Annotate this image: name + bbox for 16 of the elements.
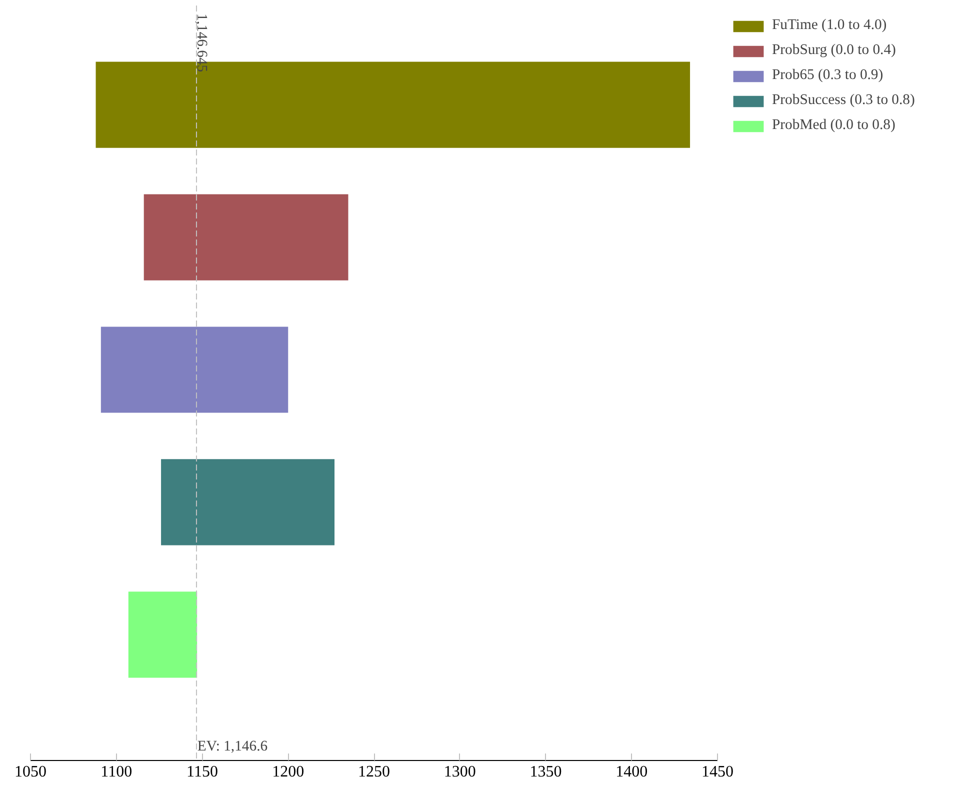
legend-label: ProbMed (0.0 to 0.8) [772, 117, 896, 134]
x-tick-label: 1400 [616, 764, 648, 780]
x-tick-label: 1100 [100, 764, 132, 780]
legend-label: Prob65 (0.3 to 0.9) [772, 67, 884, 84]
legend-label: FuTime (1.0 to 4.0) [772, 17, 887, 34]
ref-line-label: 1,146.645 [193, 14, 210, 72]
x-tick-label: 1050 [14, 764, 46, 780]
x-tick-label: 1450 [702, 764, 734, 780]
x-tick-label: 1250 [358, 764, 390, 780]
x-tick-label: 1150 [186, 764, 218, 780]
annotation: EV: 1,146.6 [197, 738, 268, 754]
x-tick-label: 1350 [530, 764, 562, 780]
legend-label: ProbSurg (0.0 to 0.4) [772, 42, 896, 59]
x-tick-label: 1300 [444, 764, 476, 780]
x-tick-label: 1200 [272, 764, 304, 780]
legend-label: ProbSuccess (0.3 to 0.8) [772, 92, 915, 109]
